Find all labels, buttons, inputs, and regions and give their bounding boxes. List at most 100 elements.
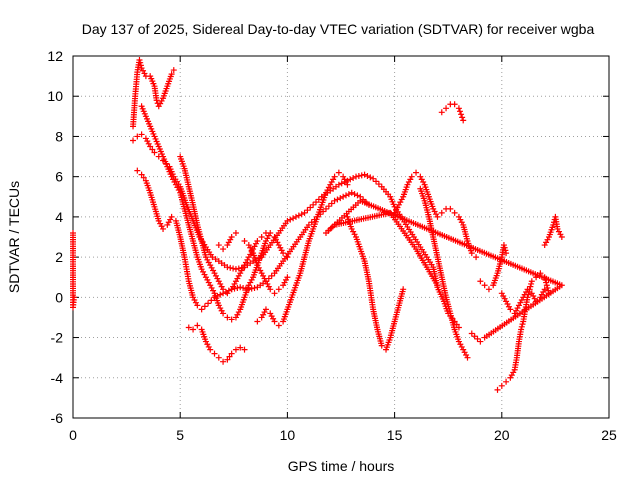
data-point-marker bbox=[248, 285, 255, 292]
x-tick-label: 10 bbox=[280, 427, 296, 443]
data-point-marker bbox=[287, 216, 294, 223]
data-point-marker bbox=[370, 175, 377, 182]
y-tick-label: 4 bbox=[55, 209, 63, 225]
plot-frame bbox=[72, 55, 610, 419]
y-tick-label: 6 bbox=[55, 169, 63, 185]
data-point-marker bbox=[168, 213, 175, 220]
data-point-marker bbox=[280, 250, 287, 257]
data-point-marker bbox=[503, 250, 510, 257]
data-point-marker bbox=[258, 234, 265, 240]
data-point-marker bbox=[485, 286, 492, 293]
data-point-marker bbox=[350, 175, 357, 182]
data-point-marker bbox=[295, 212, 302, 219]
data-point-marker bbox=[149, 146, 156, 153]
data-point-marker bbox=[298, 211, 305, 218]
data-point-marker bbox=[364, 172, 371, 179]
data-point-marker bbox=[140, 174, 147, 181]
data-point-marker bbox=[254, 238, 261, 245]
data-point-marker bbox=[292, 213, 299, 220]
data-point-marker bbox=[304, 207, 311, 214]
data-point-marker bbox=[378, 342, 385, 349]
data-point-marker bbox=[344, 181, 351, 188]
data-point-marker bbox=[220, 286, 227, 293]
data-point-marker bbox=[137, 59, 144, 66]
data-point-marker bbox=[325, 227, 332, 234]
data-point-marker bbox=[348, 189, 355, 196]
data-point-marker bbox=[443, 105, 450, 112]
data-point-marker bbox=[170, 67, 177, 74]
data-point-marker bbox=[201, 303, 208, 310]
data-point-marker bbox=[353, 173, 360, 180]
grid bbox=[73, 56, 609, 418]
x-tick-label: 15 bbox=[387, 427, 403, 443]
data-point-marker bbox=[194, 302, 201, 309]
data-point-marker bbox=[234, 284, 241, 291]
data-point-marker bbox=[138, 131, 145, 138]
data-point-marker bbox=[241, 238, 248, 245]
data-point-marker bbox=[518, 326, 525, 333]
data-point-marker bbox=[211, 350, 218, 357]
data-point-marker bbox=[328, 224, 335, 231]
data-point-marker bbox=[408, 173, 415, 180]
data-point-marker bbox=[220, 310, 227, 317]
data-point-marker bbox=[500, 242, 507, 249]
data-point-marker bbox=[322, 205, 329, 212]
data-point-marker bbox=[451, 101, 458, 108]
data-point-marker bbox=[284, 254, 291, 261]
data-point-marker bbox=[230, 265, 237, 272]
y-tick-label: 0 bbox=[55, 289, 63, 305]
data-point-marker bbox=[224, 356, 231, 363]
y-tick-label: -4 bbox=[51, 370, 64, 386]
axis-ticks bbox=[72, 55, 610, 419]
data-point-marker bbox=[215, 242, 222, 249]
data-point-marker bbox=[209, 254, 216, 261]
data-point-marker bbox=[228, 316, 235, 323]
data-point-marker bbox=[241, 346, 248, 353]
data-point-marker bbox=[524, 286, 531, 293]
data-point-marker bbox=[340, 193, 347, 200]
data-point-marker bbox=[528, 278, 535, 285]
data-point-marker bbox=[160, 225, 167, 232]
data-point-marker bbox=[328, 200, 335, 207]
data-point-marker bbox=[228, 350, 235, 357]
data-point-marker bbox=[198, 306, 205, 313]
data-point-marker bbox=[498, 382, 505, 389]
data-point-marker bbox=[138, 171, 145, 178]
data-point-marker bbox=[477, 278, 484, 285]
data-point-marker bbox=[284, 274, 291, 281]
data-point-marker bbox=[481, 282, 488, 289]
data-point-marker bbox=[494, 386, 501, 393]
x-tick-label: 25 bbox=[601, 427, 617, 443]
data-point-marker bbox=[343, 192, 350, 199]
data-point-marker bbox=[153, 97, 160, 104]
data-point-marker bbox=[438, 209, 445, 216]
data-point-marker bbox=[275, 286, 282, 293]
data-point-marker bbox=[224, 314, 231, 321]
data-point-marker bbox=[290, 215, 297, 222]
data-point-marker bbox=[474, 335, 481, 342]
data-point-marker bbox=[228, 234, 235, 240]
data-point-marker bbox=[345, 191, 352, 198]
data-point-marker bbox=[147, 143, 154, 150]
y-tick-label: 10 bbox=[47, 88, 63, 104]
data-point-marker bbox=[254, 318, 261, 325]
data-point-marker bbox=[335, 169, 342, 176]
data-point-marker bbox=[373, 178, 380, 185]
data-point-marker bbox=[335, 181, 342, 188]
data-point-marker bbox=[301, 209, 308, 216]
data-point-marker bbox=[331, 197, 338, 204]
data-point-marker bbox=[501, 244, 508, 251]
data-point-marker bbox=[550, 221, 557, 228]
data-point-marker bbox=[268, 272, 275, 279]
data-point-marker bbox=[325, 203, 332, 210]
data-point-marker bbox=[375, 181, 382, 188]
data-point-marker bbox=[190, 326, 197, 333]
data-point-marker bbox=[413, 169, 420, 176]
data-point-marker bbox=[217, 291, 224, 298]
data-point-marker bbox=[134, 167, 141, 174]
data-point-marker bbox=[477, 338, 484, 345]
data-point-marker bbox=[262, 229, 269, 236]
data-point-marker bbox=[284, 217, 291, 224]
data-point-marker bbox=[502, 247, 509, 254]
data-point-marker bbox=[541, 286, 548, 293]
